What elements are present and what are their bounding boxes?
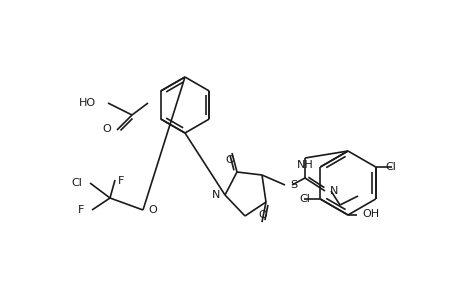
Text: Cl: Cl [385, 162, 396, 172]
Text: F: F [118, 176, 124, 186]
Text: O: O [225, 155, 234, 165]
Text: Cl: Cl [71, 178, 82, 188]
Text: Cl: Cl [299, 194, 310, 204]
Text: N: N [211, 190, 219, 200]
Text: NH: NH [296, 160, 313, 170]
Text: N: N [329, 186, 338, 196]
Text: O: O [258, 210, 267, 220]
Text: S: S [289, 180, 297, 190]
Text: F: F [78, 205, 84, 215]
Text: O: O [148, 205, 157, 215]
Text: HO: HO [78, 98, 96, 108]
Text: O: O [102, 124, 111, 134]
Text: OH: OH [361, 209, 378, 219]
